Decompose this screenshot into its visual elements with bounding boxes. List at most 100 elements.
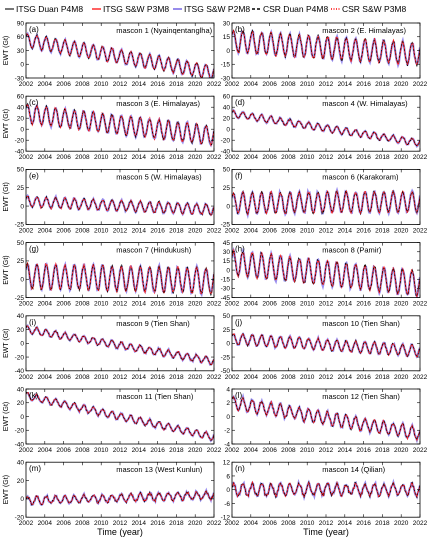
x-tick-label: 2020 [394, 227, 409, 234]
x-tick-label: 2004 [244, 374, 259, 381]
x-tick-label: 2004 [38, 374, 53, 381]
x-axis-label: Time (year) [303, 527, 349, 537]
x-tick-label: 2022 [413, 520, 428, 527]
series-line [26, 392, 214, 442]
x-tick-label: 2022 [207, 154, 222, 161]
x-tick-label: 2012 [319, 301, 334, 308]
x-tick-label: 2022 [413, 301, 428, 308]
x-tick-label: 2012 [319, 81, 334, 88]
x-tick-label: 2002 [225, 520, 240, 527]
legend-label: ITSG S&W P3M8 [103, 4, 169, 14]
y-tick-label: -30 [221, 286, 231, 293]
x-tick-label: 2008 [281, 374, 296, 381]
x-tick-label: 2012 [113, 81, 128, 88]
series-line [26, 325, 214, 366]
x-tick-label: 2012 [319, 374, 334, 381]
x-tick-label: 2016 [356, 227, 371, 234]
x-tick-label: 2014 [132, 301, 147, 308]
y-tick-label: 30 [17, 48, 25, 55]
series-group [232, 392, 420, 444]
panel-letter: (l) [235, 391, 242, 400]
legend-item: ITSG S&W P2M8 [173, 4, 250, 14]
y-axis-label: EWT (Gt) [3, 182, 10, 211]
y-axis-label: EWT (Gt) [3, 255, 10, 284]
x-tick-label: 2020 [188, 520, 203, 527]
legend-item: ITSG S&W P3M8 [92, 4, 169, 14]
x-tick-label: 2016 [150, 227, 165, 234]
series-line [232, 478, 420, 502]
y-axis-label: EWT (Gt) [3, 36, 10, 65]
x-tick-label: 2006 [56, 520, 71, 527]
series-line [232, 250, 420, 298]
y-tick-label: -20 [221, 138, 231, 145]
x-tick-label: 2010 [300, 301, 315, 308]
series-line [26, 102, 214, 146]
x-tick-label: 2010 [94, 301, 109, 308]
y-tick-label: -15 [221, 277, 231, 284]
panel-letter: (b) [235, 25, 245, 34]
y-tick-label: -2 [224, 428, 230, 435]
series-line [232, 110, 420, 147]
y-tick-label: 50 [17, 167, 25, 174]
y-tick-label: 0 [226, 341, 230, 348]
panel-title: mascon 2 (E. Himalayas) [322, 26, 406, 35]
x-tick-label: 2018 [169, 374, 184, 381]
panel-letter: (c) [29, 98, 39, 107]
x-tick-label: 2018 [375, 227, 390, 234]
x-tick-label: 2002 [225, 227, 240, 234]
panel-letter: (i) [29, 318, 36, 327]
x-tick-label: 2008 [75, 154, 90, 161]
y-tick-label: -50 [221, 368, 231, 375]
x-tick-label: 2008 [75, 447, 90, 454]
x-tick-label: 2010 [300, 520, 315, 527]
x-tick-label: 2022 [207, 301, 222, 308]
x-tick-label: 2012 [113, 301, 128, 308]
x-tick-label: 2016 [356, 520, 371, 527]
x-tick-label: 2012 [113, 154, 128, 161]
x-tick-label: 2018 [169, 520, 184, 527]
series-line [26, 391, 214, 442]
x-tick-label: 2020 [394, 520, 409, 527]
x-tick-label: 2014 [338, 301, 353, 308]
legend-item: ITSG Duan P4M8 [5, 4, 83, 14]
x-tick-label: 2010 [300, 81, 315, 88]
y-tick-label: 50 [223, 167, 231, 174]
series-line [26, 262, 214, 295]
x-tick-label: 2004 [38, 81, 53, 88]
y-tick-label: -15 [221, 62, 231, 69]
x-tick-label: 2010 [94, 374, 109, 381]
y-tick-label: 25 [223, 327, 231, 334]
x-tick-label: 2016 [150, 520, 165, 527]
x-tick-label: 2016 [150, 301, 165, 308]
x-tick-label: 2018 [169, 447, 184, 454]
x-tick-label: 2008 [281, 227, 296, 234]
x-tick-label: 2020 [188, 227, 203, 234]
x-tick-label: 2006 [56, 301, 71, 308]
y-tick-label: 0 [20, 62, 24, 69]
series-group [26, 391, 214, 443]
y-tick-label: 6 [226, 473, 230, 480]
series-line [232, 480, 420, 499]
y-tick-label: 40 [223, 105, 231, 112]
series-group [232, 478, 420, 502]
x-tick-label: 2020 [394, 301, 409, 308]
x-tick-label: 2002 [19, 447, 34, 454]
x-tick-label: 2006 [262, 81, 277, 88]
series-group [232, 246, 420, 298]
panel-title: mascon 10 (Tien Shan) [322, 319, 400, 328]
y-tick-label: -20 [15, 138, 25, 145]
x-tick-label: 2004 [244, 447, 259, 454]
x-tick-label: 2006 [262, 227, 277, 234]
y-tick-label: 40 [17, 105, 25, 112]
y-tick-label: 2 [226, 400, 230, 407]
x-tick-label: 2014 [338, 154, 353, 161]
y-tick-label: 20 [17, 478, 25, 485]
x-tick-label: 2016 [356, 374, 371, 381]
y-tick-label: 0 [226, 487, 230, 494]
y-tick-label: -4 [224, 441, 230, 448]
x-tick-label: 2010 [94, 227, 109, 234]
x-tick-label: 2018 [169, 81, 184, 88]
panel-letter: (a) [29, 25, 39, 34]
